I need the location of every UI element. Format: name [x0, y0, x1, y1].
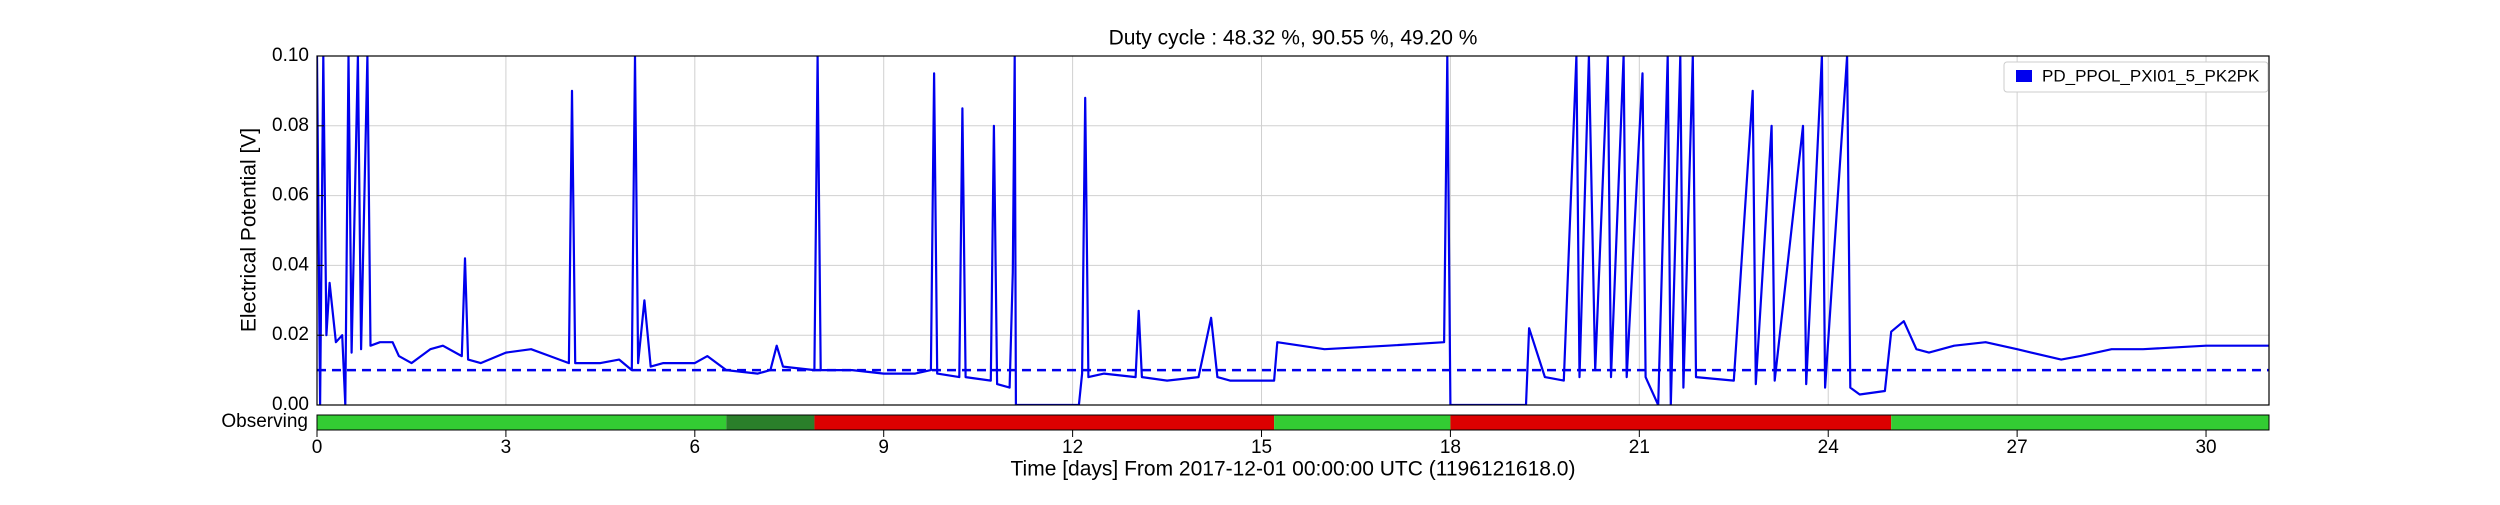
legend-box	[2003, 61, 2269, 93]
state-segment	[317, 415, 727, 430]
legend-label: PD_PPOL_PXI01_5_PK2PK	[2042, 66, 2260, 85]
data-line	[317, 56, 2269, 405]
state-segment	[1891, 415, 2269, 430]
x-tick-label: 3	[501, 437, 512, 458]
state-segment	[726, 415, 815, 430]
state-segment	[1274, 415, 1451, 430]
x-tick-label: 21	[1629, 437, 1650, 458]
legend: PD_PPOL_PXI01_5_PK2PK	[2003, 61, 2269, 93]
x-tick-label: 12	[1062, 437, 1083, 458]
y-tick-label: 0.10	[272, 45, 309, 66]
x-tick-label: 18	[1440, 437, 1461, 458]
x-axis-label: Time [days] From 2017-12-01 00:00:00 UTC…	[1011, 458, 1576, 481]
x-tick-label: 24	[1818, 437, 1840, 458]
state-bar	[316, 414, 2270, 431]
y-axis-label: Electrical Potential [V]	[238, 128, 261, 332]
plot-area	[317, 56, 2269, 405]
y-tick-label: 0.00	[272, 394, 309, 415]
y-tick-label: 0.04	[272, 254, 309, 275]
state-frame	[316, 414, 2270, 431]
y-tick-label: 0.02	[272, 324, 309, 345]
x-tick-label: 9	[878, 437, 889, 458]
state-segment	[814, 415, 1275, 430]
x-tick-label: 15	[1251, 437, 1272, 458]
state-label: Observing	[221, 411, 308, 432]
x-tick-label: 6	[690, 437, 701, 458]
legend-swatch	[2016, 70, 2032, 82]
x-tick-label: 27	[2007, 437, 2028, 458]
y-tick-label: 0.08	[272, 115, 309, 136]
y-tick-label: 0.06	[272, 185, 309, 206]
x-tick-label: 30	[2195, 437, 2216, 458]
x-tick-label: 0	[312, 437, 323, 458]
ticks: 0.00 0.02 0.04 0.06 0.08 0.10 0 3 6 9 12 15 18 21 24 27…	[272, 45, 2217, 458]
chart-title: Duty cycle : 48.32 %, 90.55 %, 49.20 %	[1109, 27, 1478, 50]
state-segment	[1450, 415, 1892, 430]
axes-frame	[316, 55, 2270, 406]
